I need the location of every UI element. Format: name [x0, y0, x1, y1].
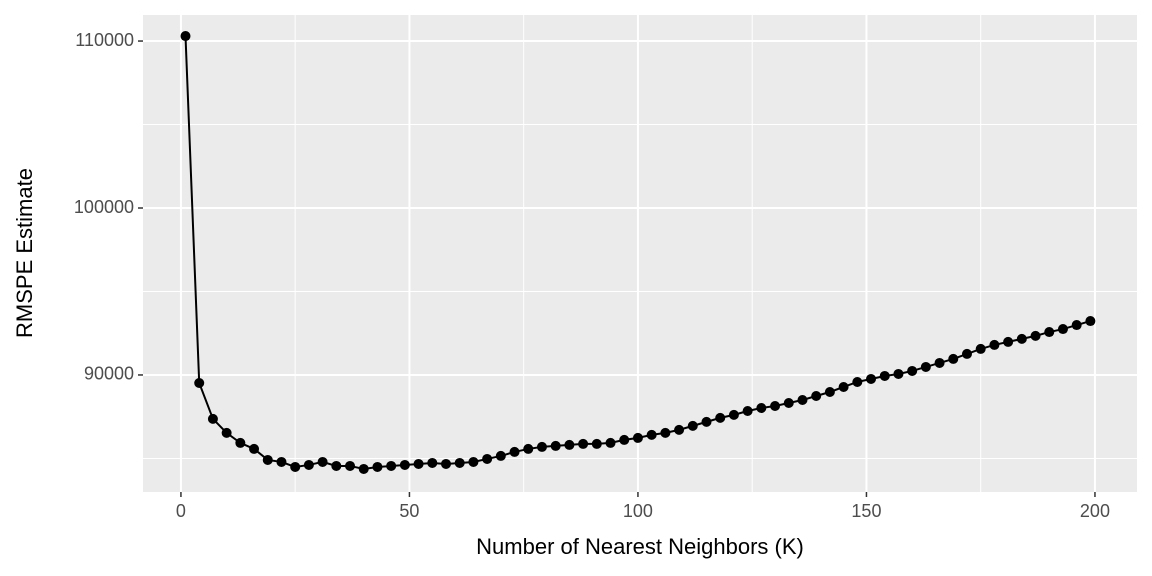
- point: [194, 377, 205, 388]
- point: [372, 461, 383, 472]
- point: [824, 386, 835, 397]
- point: [523, 443, 534, 454]
- point: [564, 439, 575, 450]
- point: [674, 424, 685, 435]
- point: [235, 437, 246, 448]
- point: [495, 450, 506, 461]
- point: [948, 353, 959, 364]
- plot-panel: [143, 15, 1137, 492]
- point: [783, 398, 794, 409]
- point: [591, 438, 602, 449]
- point: [961, 348, 972, 359]
- point: [331, 460, 342, 471]
- point: [427, 457, 438, 468]
- point: [866, 373, 877, 384]
- point: [413, 458, 424, 469]
- point: [934, 357, 945, 368]
- x-tick-label: 100: [623, 501, 653, 521]
- point: [893, 368, 904, 379]
- point: [468, 456, 479, 467]
- point: [770, 401, 781, 412]
- point: [756, 403, 767, 414]
- point: [879, 370, 890, 381]
- y-axis-title: RMSPE Estimate: [12, 168, 37, 338]
- point: [1044, 327, 1055, 338]
- x-tick-label: 50: [399, 501, 419, 521]
- point: [975, 343, 986, 354]
- point: [482, 453, 493, 464]
- point: [1030, 330, 1041, 341]
- point: [207, 413, 218, 424]
- x-tick-label: 200: [1080, 501, 1110, 521]
- point: [687, 420, 698, 431]
- point: [345, 460, 356, 471]
- point: [742, 406, 753, 417]
- point: [632, 432, 643, 443]
- point: [1016, 333, 1027, 344]
- y-tick-label: 90000: [84, 364, 134, 384]
- point: [550, 440, 561, 451]
- point: [536, 441, 547, 452]
- point: [1003, 336, 1014, 347]
- point: [303, 459, 314, 470]
- point: [1057, 324, 1068, 335]
- point: [907, 365, 918, 376]
- point: [221, 427, 232, 438]
- point: [811, 390, 822, 401]
- point: [701, 416, 712, 427]
- point: [386, 460, 397, 471]
- point: [262, 454, 273, 465]
- point: [440, 458, 451, 469]
- point: [1071, 320, 1082, 331]
- point: [317, 456, 328, 467]
- point: [715, 412, 726, 423]
- point: [797, 395, 808, 406]
- point: [920, 361, 931, 372]
- point: [660, 427, 671, 438]
- point: [399, 459, 410, 470]
- point: [605, 437, 616, 448]
- point: [838, 381, 849, 392]
- point: [1085, 316, 1096, 327]
- point: [509, 446, 520, 457]
- point: [728, 409, 739, 420]
- point: [578, 438, 589, 449]
- point: [249, 443, 260, 454]
- y-tick-label: 100000: [74, 197, 134, 217]
- point: [454, 457, 465, 468]
- point: [989, 339, 1000, 350]
- point: [276, 456, 287, 467]
- point: [852, 376, 863, 387]
- point: [180, 31, 191, 42]
- point: [290, 461, 301, 472]
- y-tick-label: 110000: [75, 30, 134, 50]
- point: [646, 429, 657, 440]
- x-axis-title: Number of Nearest Neighbors (K): [476, 534, 804, 559]
- point: [619, 434, 630, 445]
- x-tick-label: 150: [851, 501, 881, 521]
- point: [358, 463, 369, 474]
- x-tick-label: 0: [176, 501, 186, 521]
